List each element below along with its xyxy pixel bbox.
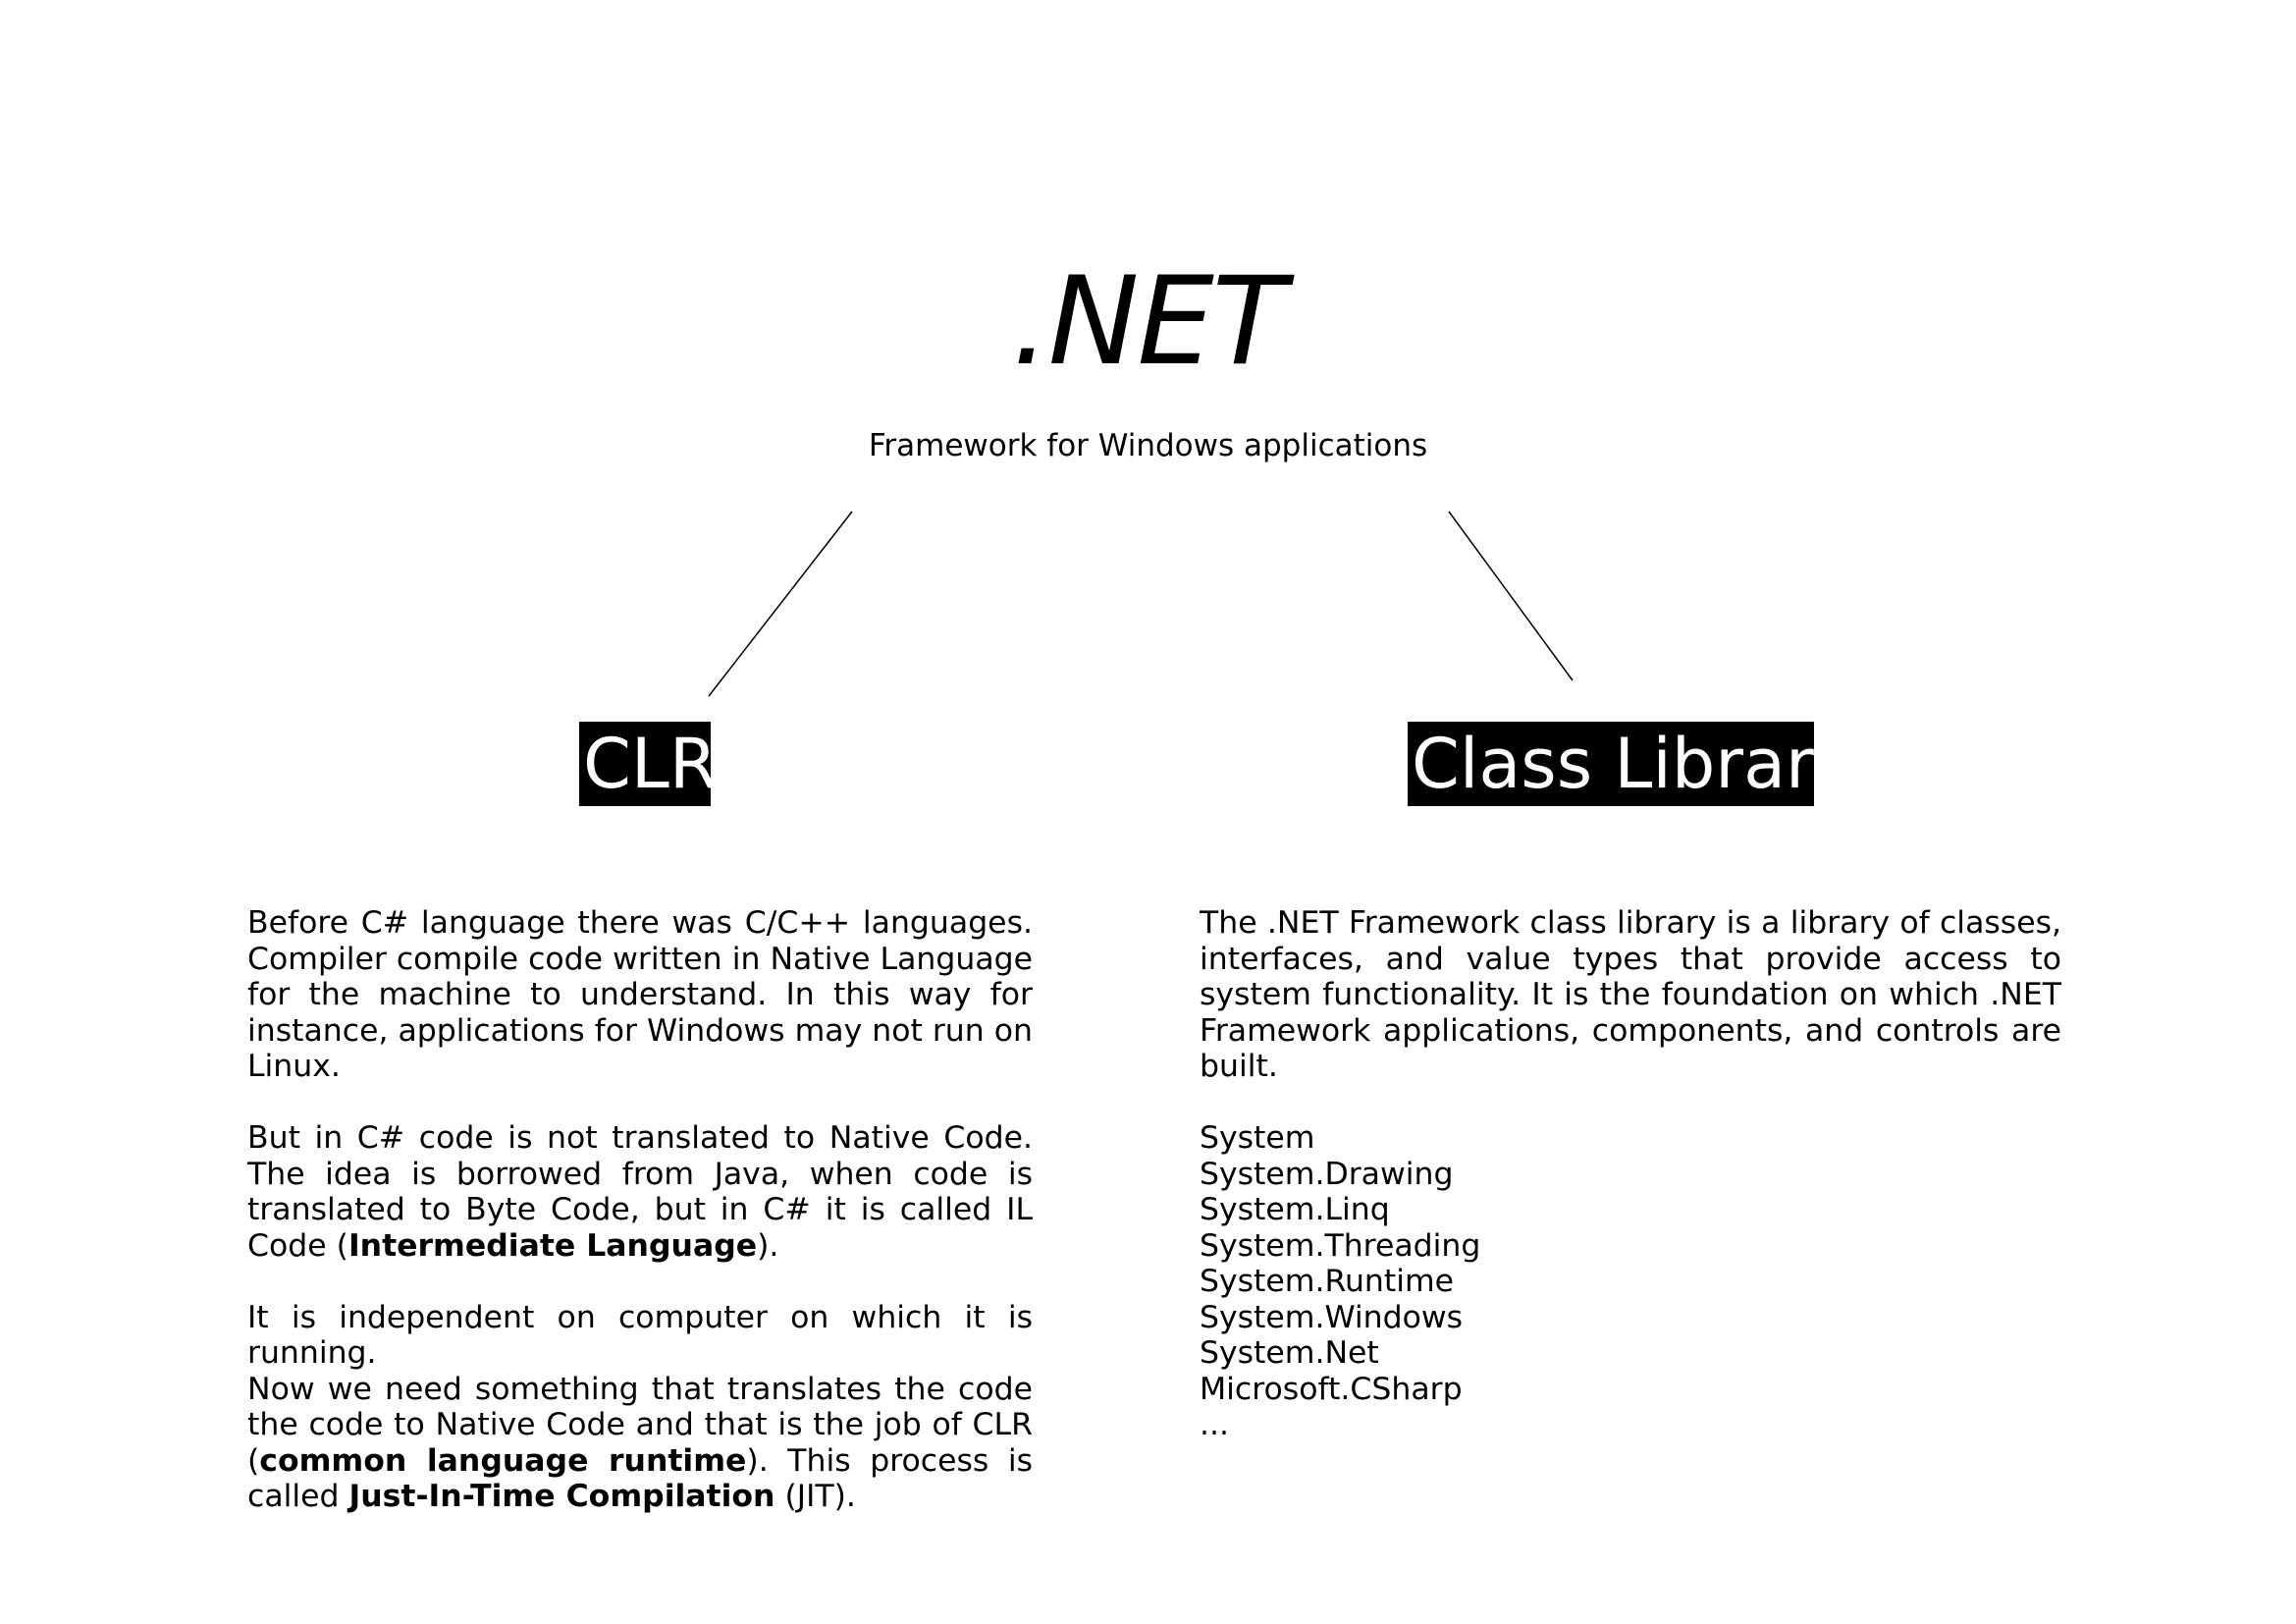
list-item: System.Linq [1200, 1192, 1390, 1227]
page-title: .NET [1011, 251, 1286, 393]
page-subtitle: Framework for Windows applications [868, 428, 1428, 463]
clr-paragraph-3: It is independent on computer on which i… [247, 1299, 1034, 1515]
class-library-paragraph: The .NET Framework class library is a li… [1200, 905, 2061, 1084]
list-item: System.Drawing [1200, 1156, 1454, 1192]
class-library-heading: Class Library [1408, 722, 1854, 806]
list-item: System.Net [1200, 1335, 1379, 1371]
connector-line-class-library [1448, 511, 1574, 681]
clr-paragraph-1: Before C# language there was C/C++ langu… [247, 905, 1033, 1084]
jit-term: Just-In-Time Compilation [348, 1479, 775, 1514]
list-item: System.Windows [1200, 1299, 1464, 1335]
il-term: Intermediate Language [347, 1227, 758, 1264]
list-item: Microsoft.CSharp [1200, 1371, 1463, 1407]
class-library-description: The .NET Framework class library is a li… [1200, 905, 2061, 1443]
clr-description: Before C# language there was C/C++ langu… [247, 905, 1033, 1515]
clr-term: common language runtime [259, 1442, 747, 1479]
clr-paragraph-2: But in C# code is not translated to Nati… [247, 1120, 1033, 1264]
list-item: System.Threading [1200, 1227, 1481, 1264]
list-item: ... [1200, 1407, 1230, 1442]
list-item: System [1200, 1120, 1315, 1156]
clr-heading: CLR [579, 722, 718, 806]
connector-line-clr [708, 511, 853, 697]
namespace-list: System System.Drawing System.Linq System… [1200, 1120, 2061, 1443]
list-item: System.Runtime [1200, 1264, 1455, 1299]
